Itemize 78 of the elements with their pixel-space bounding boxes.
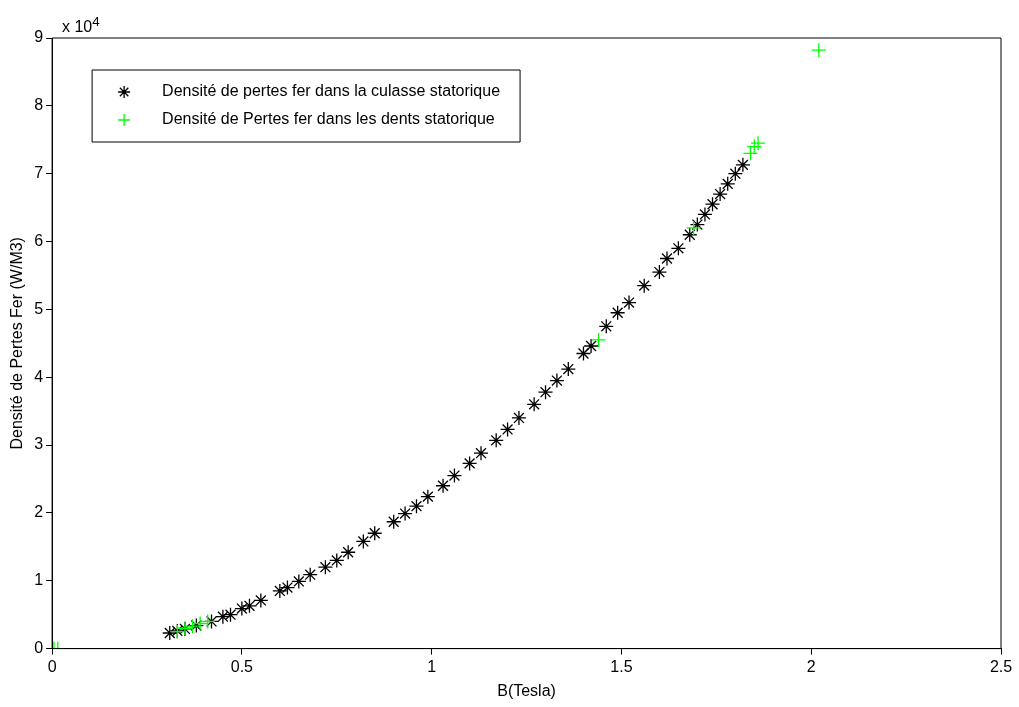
x-tick-label: 0.5 bbox=[230, 657, 254, 675]
point bbox=[742, 145, 759, 161]
point bbox=[621, 294, 637, 311]
y-tick-label: 0 bbox=[34, 639, 44, 657]
legend-label: Densité de Pertes fer dans les dents statorique bbox=[162, 110, 495, 128]
y-tick-label: 3 bbox=[34, 435, 44, 453]
point bbox=[317, 559, 334, 575]
point bbox=[746, 138, 762, 155]
point bbox=[697, 206, 713, 223]
point bbox=[408, 498, 425, 514]
y-tick-label: 7 bbox=[34, 164, 44, 182]
x-axis-title: B(Tesla) bbox=[497, 681, 556, 699]
y-tick-label: 2 bbox=[34, 503, 44, 521]
y-tick-label: 5 bbox=[34, 299, 44, 317]
point bbox=[446, 467, 463, 484]
point bbox=[340, 544, 356, 560]
point bbox=[704, 196, 721, 212]
point bbox=[386, 514, 402, 530]
point bbox=[651, 264, 668, 280]
y-axis-title: Densité de Pertes Fer (W/M3) bbox=[8, 237, 26, 450]
x-tick-label: 2 bbox=[806, 657, 816, 675]
point bbox=[162, 625, 178, 641]
point bbox=[184, 618, 201, 634]
legend-label: Densité de pertes fer dans la culasse statorique bbox=[162, 82, 501, 100]
x-tick-label: 0 bbox=[47, 657, 57, 675]
point bbox=[735, 157, 751, 173]
point bbox=[241, 598, 258, 614]
y-tick-label: 9 bbox=[34, 28, 44, 46]
point bbox=[291, 573, 307, 590]
point bbox=[591, 332, 607, 348]
point bbox=[537, 384, 554, 400]
point bbox=[549, 372, 565, 389]
point bbox=[609, 305, 626, 321]
point bbox=[670, 240, 687, 256]
point bbox=[473, 445, 489, 461]
x-tick-label: 2.5 bbox=[989, 657, 1013, 675]
point bbox=[200, 613, 216, 630]
point bbox=[253, 592, 269, 609]
text: x 10$^{4}$ bbox=[62, 14, 100, 37]
point bbox=[526, 396, 542, 413]
point bbox=[575, 345, 592, 362]
point bbox=[720, 176, 736, 192]
y-tick-label: 6 bbox=[34, 231, 44, 249]
point bbox=[329, 552, 345, 569]
point bbox=[750, 135, 766, 151]
x-tick-label: 1 bbox=[427, 657, 437, 675]
point bbox=[279, 579, 296, 596]
point bbox=[367, 525, 383, 541]
point bbox=[435, 478, 451, 494]
point bbox=[689, 216, 705, 233]
point bbox=[811, 42, 827, 58]
x-tick-label: 1.5 bbox=[610, 657, 633, 675]
y-tick-label: 8 bbox=[34, 96, 44, 114]
point bbox=[215, 609, 231, 625]
point bbox=[488, 432, 504, 448]
point bbox=[234, 600, 250, 617]
point bbox=[685, 220, 702, 236]
point bbox=[355, 533, 371, 550]
point bbox=[583, 338, 599, 354]
point bbox=[461, 455, 478, 472]
point bbox=[397, 505, 413, 522]
point bbox=[511, 410, 527, 426]
y-tick-label: 4 bbox=[34, 367, 44, 385]
point bbox=[712, 186, 728, 202]
point bbox=[659, 250, 675, 267]
y-tick-label: 1 bbox=[34, 571, 44, 589]
point bbox=[499, 421, 516, 438]
point bbox=[222, 607, 239, 623]
point bbox=[272, 583, 288, 599]
point bbox=[420, 488, 436, 505]
point bbox=[727, 166, 743, 182]
point bbox=[192, 615, 208, 632]
point bbox=[598, 318, 614, 334]
point bbox=[636, 277, 652, 294]
point bbox=[682, 227, 698, 243]
point bbox=[188, 617, 204, 634]
point bbox=[302, 567, 318, 583]
point bbox=[560, 361, 576, 377]
